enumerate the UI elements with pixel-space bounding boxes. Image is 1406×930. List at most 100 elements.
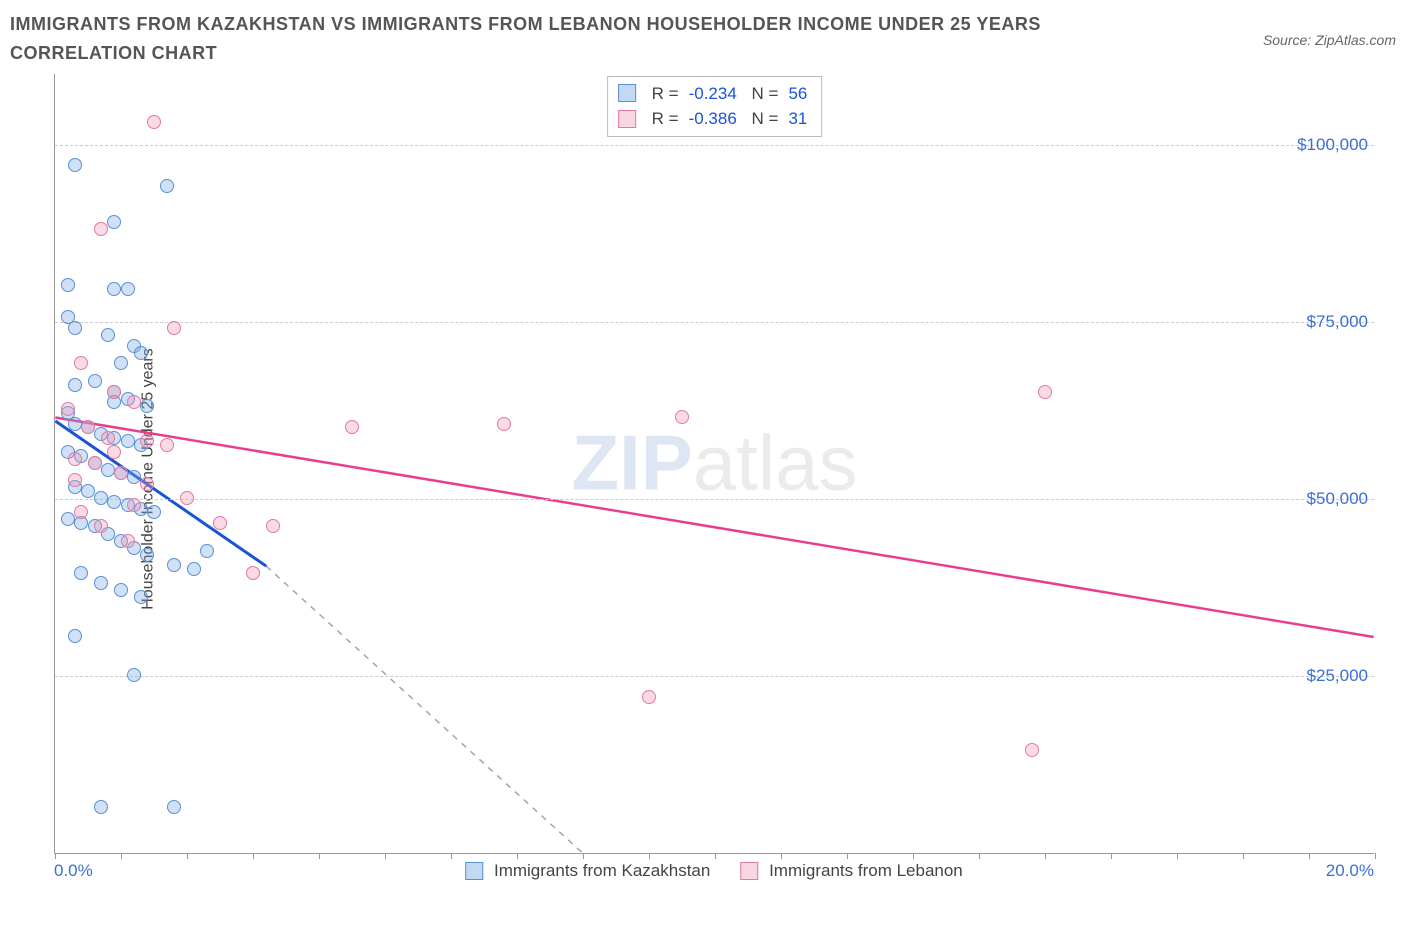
stats-row: R = -0.234 N = 56 [618, 81, 808, 107]
data-point [127, 395, 141, 409]
data-point [140, 399, 154, 413]
data-point [68, 629, 82, 643]
y-tick-label: $25,000 [1307, 666, 1368, 686]
x-axis-min: 0.0% [54, 861, 93, 881]
data-point [187, 562, 201, 576]
data-point [114, 466, 128, 480]
data-point [246, 566, 260, 580]
data-point [127, 668, 141, 682]
data-point [497, 417, 511, 431]
data-point [266, 519, 280, 533]
stats-row: R = -0.386 N = 31 [618, 106, 808, 132]
data-point [74, 356, 88, 370]
data-point [140, 477, 154, 491]
x-axis-max: 20.0% [1326, 861, 1374, 881]
data-point [160, 438, 174, 452]
data-point [134, 346, 148, 360]
chart-title: IMMIGRANTS FROM KAZAKHSTAN VS IMMIGRANTS… [10, 10, 1110, 68]
data-point [140, 434, 154, 448]
data-point [121, 434, 135, 448]
data-point [134, 590, 148, 604]
data-point [68, 378, 82, 392]
legend-item: Immigrants from Kazakhstan [465, 861, 710, 881]
gridline [55, 145, 1374, 146]
stat-label: N = [747, 106, 779, 132]
data-point [61, 512, 75, 526]
data-point [101, 431, 115, 445]
data-point [68, 321, 82, 335]
data-point [107, 495, 121, 509]
data-point [127, 470, 141, 484]
gridline [55, 322, 1374, 323]
data-point [160, 179, 174, 193]
data-point [88, 374, 102, 388]
watermark: ZIPatlas [571, 418, 857, 509]
header: IMMIGRANTS FROM KAZAKHSTAN VS IMMIGRANTS… [10, 10, 1396, 68]
plot-area: ZIPatlas R = -0.234 N = 56 R = -0.386 N … [54, 74, 1374, 854]
data-point [107, 445, 121, 459]
data-point [88, 456, 102, 470]
data-point [127, 498, 141, 512]
y-tick-label: $75,000 [1307, 312, 1368, 332]
stats-legend: R = -0.234 N = 56 R = -0.386 N = 31 [607, 76, 823, 137]
data-point [94, 576, 108, 590]
data-point [61, 402, 75, 416]
data-point [68, 417, 82, 431]
data-point [107, 215, 121, 229]
y-tick-label: $100,000 [1297, 135, 1368, 155]
data-point [61, 278, 75, 292]
data-point [94, 491, 108, 505]
data-point [94, 222, 108, 236]
legend-item: Immigrants from Lebanon [740, 861, 962, 881]
watermark-bold: ZIP [571, 418, 692, 509]
gridline [55, 499, 1374, 500]
gridline [55, 676, 1374, 677]
data-point [121, 282, 135, 296]
y-tick-label: $50,000 [1307, 489, 1368, 509]
data-point [345, 420, 359, 434]
stat-label: R = [652, 106, 679, 132]
stat-r-value: -0.386 [689, 106, 737, 132]
square-icon [740, 862, 758, 880]
data-point [107, 385, 121, 399]
data-point [81, 420, 95, 434]
stat-n-value: 31 [788, 106, 807, 132]
data-point [675, 410, 689, 424]
chart-container: IMMIGRANTS FROM KAZAKHSTAN VS IMMIGRANTS… [10, 10, 1396, 884]
data-point [213, 516, 227, 530]
data-point [74, 505, 88, 519]
data-point [180, 491, 194, 505]
square-icon [465, 862, 483, 880]
data-point [167, 321, 181, 335]
data-point [101, 328, 115, 342]
square-icon [618, 110, 636, 128]
stat-r-value: -0.234 [689, 81, 737, 107]
data-point [147, 115, 161, 129]
data-point [74, 566, 88, 580]
data-point [68, 452, 82, 466]
x-axis: 0.0% Immigrants from Kazakhstan Immigran… [54, 856, 1374, 886]
watermark-thin: atlas [693, 418, 858, 509]
source-attribution: Source: ZipAtlas.com [1263, 10, 1396, 48]
data-point [121, 534, 135, 548]
stat-label: R = [652, 81, 679, 107]
trend-lines [55, 74, 1374, 853]
data-point [114, 583, 128, 597]
data-point [101, 463, 115, 477]
legend: Immigrants from Kazakhstan Immigrants fr… [465, 861, 963, 881]
data-point [114, 356, 128, 370]
x-tick [1375, 853, 1376, 859]
data-point [642, 690, 656, 704]
data-point [140, 548, 154, 562]
legend-label: Immigrants from Lebanon [769, 861, 963, 880]
data-point [200, 544, 214, 558]
data-point [167, 558, 181, 572]
data-point [94, 800, 108, 814]
data-point [68, 158, 82, 172]
data-point [167, 800, 181, 814]
data-point [68, 473, 82, 487]
data-point [147, 505, 161, 519]
stat-n-value: 56 [788, 81, 807, 107]
square-icon [618, 84, 636, 102]
data-point [1038, 385, 1052, 399]
